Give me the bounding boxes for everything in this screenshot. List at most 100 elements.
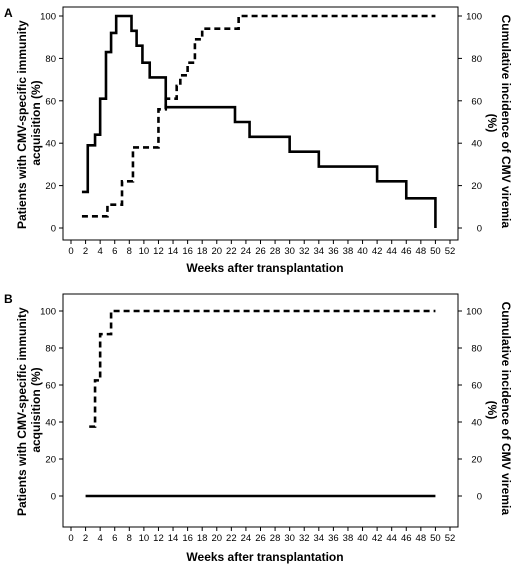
- x-tick-label: 40: [357, 533, 368, 544]
- x-tick-label: 26: [255, 246, 266, 257]
- panel-b-right-y-axis-label: Cumulative incidence of CMV viremia (%): [485, 302, 513, 519]
- x-tick-label: 36: [328, 533, 339, 544]
- panel-a-x-axis-label: Weeks after transplantation: [186, 261, 343, 275]
- x-tick-label: 40: [357, 246, 368, 257]
- left-y-tick-label: 0: [51, 224, 56, 235]
- x-tick-label: 50: [430, 533, 441, 544]
- cmv-viremia-incidence-series-line: [81, 14, 436, 218]
- x-tick-label: 42: [372, 246, 383, 257]
- left-y-tick-label: 100: [40, 307, 56, 318]
- x-tick-label: 12: [153, 246, 164, 257]
- x-tick-label: 52: [445, 246, 456, 257]
- x-tick-label: 48: [416, 246, 427, 257]
- x-tick-label: 16: [182, 246, 193, 257]
- x-tick-label: 18: [197, 246, 208, 257]
- x-tick-label: 30: [284, 533, 295, 544]
- x-tick-label: 20: [211, 533, 222, 544]
- panel-b-left-y-ticks: 0 20 40 60 80 100: [40, 307, 63, 503]
- x-tick-label: 0: [68, 246, 73, 257]
- x-tick-label: 30: [284, 246, 295, 257]
- x-tick-label: 38: [343, 246, 354, 257]
- x-tick-label: 6: [112, 533, 117, 544]
- x-tick-label: 0: [68, 533, 73, 544]
- x-tick-label: 2: [83, 246, 88, 257]
- x-tick-label: 22: [226, 246, 237, 257]
- x-tick-label: 4: [98, 246, 103, 257]
- x-tick-label: 16: [182, 533, 193, 544]
- panel-b-letter: B: [4, 292, 13, 306]
- panel-a-x-ticks: 0 2 4 6 8 10 12 14 16 18 20 22 24 26 28 30 32 34 36 38 40 42 4…: [68, 240, 455, 257]
- x-tick-label: 26: [255, 533, 266, 544]
- x-tick-label: 50: [430, 246, 441, 257]
- left-y-tick-label: 80: [45, 344, 56, 355]
- x-tick-label: 48: [416, 533, 427, 544]
- panel-b-plot-frame: [62, 293, 459, 528]
- panel-a-left-y-ticks: 0 20 40 60 80 100: [40, 12, 63, 235]
- x-tick-label: 32: [299, 246, 310, 257]
- x-tick-label: 20: [211, 246, 222, 257]
- right-y-tick-label: 40: [471, 418, 482, 429]
- x-tick-label: 18: [197, 533, 208, 544]
- right-y-tick-label: 0: [477, 492, 482, 503]
- x-tick-label: 34: [314, 533, 325, 544]
- panel-a-right-y-ticks: 0 20 40 60 80 100: [458, 12, 482, 235]
- x-tick-label: 10: [139, 246, 150, 257]
- right-y-tick-label: 80: [471, 54, 482, 65]
- x-tick-label: 44: [386, 533, 397, 544]
- right-y-tick-label: 100: [466, 12, 482, 23]
- immunity-acquisition-series-line: [81, 14, 437, 228]
- x-tick-label: 8: [127, 533, 132, 544]
- left-y-tick-label: 80: [45, 54, 56, 65]
- right-y-tick-label: 40: [471, 139, 482, 150]
- x-tick-label: 34: [314, 246, 325, 257]
- x-tick-label: 4: [98, 533, 103, 544]
- x-tick-label: 28: [270, 246, 281, 257]
- x-tick-label: 2: [83, 533, 88, 544]
- panel-a-right-y-axis-label: Cumulative incidence of CMV viremia (%): [485, 15, 513, 232]
- x-tick-label: 42: [372, 533, 383, 544]
- panel-a-series: [81, 14, 437, 228]
- x-tick-label: 10: [139, 533, 150, 544]
- x-tick-label: 14: [168, 246, 179, 257]
- x-tick-label: 28: [270, 533, 281, 544]
- left-y-tick-label: 20: [45, 181, 56, 192]
- panel-a-left-y-axis-label: Patients with CMV-specific immunity acqu…: [15, 17, 43, 229]
- x-tick-label: 6: [112, 246, 117, 257]
- panel-b-series: [85, 309, 436, 498]
- right-y-tick-label: 0: [477, 224, 482, 235]
- x-tick-label: 46: [401, 246, 412, 257]
- x-tick-label: 24: [241, 533, 252, 544]
- panel-b-x-ticks: 0 2 4 6 8 10 12 14 16 18 20 22 24 26 28 30 32 34 36 38 40 42 4…: [68, 527, 455, 544]
- right-y-tick-label: 60: [471, 96, 482, 107]
- left-y-tick-label: 20: [45, 455, 56, 466]
- left-y-tick-label: 40: [45, 139, 56, 150]
- x-tick-label: 52: [445, 533, 456, 544]
- panel-b: B 0 2 4 6 8 10 12 14 16 18 20 22 24 26 28 30 32 34 36 38 40 4…: [4, 292, 513, 564]
- right-y-tick-label: 60: [471, 381, 482, 392]
- x-tick-label: 8: [127, 246, 132, 257]
- panel-a-letter: A: [4, 6, 13, 20]
- right-y-tick-label: 80: [471, 344, 482, 355]
- left-y-tick-label: 60: [45, 96, 56, 107]
- left-y-tick-label: 100: [40, 12, 56, 23]
- x-tick-label: 32: [299, 533, 310, 544]
- x-tick-label: 12: [153, 533, 164, 544]
- x-tick-label: 38: [343, 533, 354, 544]
- x-tick-label: 46: [401, 533, 412, 544]
- x-tick-label: 44: [386, 246, 397, 257]
- panel-b-right-y-ticks: 0 20 40 60 80 100: [458, 307, 482, 503]
- panel-a: A 0 2 4 6 8 10 12 14 16 18 20 22 24 26 28 30 32 34 36 38 40 4…: [4, 6, 513, 275]
- left-y-tick-label: 0: [51, 492, 56, 503]
- panel-b-x-axis-label: Weeks after transplantation: [186, 550, 343, 564]
- x-tick-label: 36: [328, 246, 339, 257]
- x-tick-label: 14: [168, 533, 179, 544]
- left-y-tick-label: 60: [45, 381, 56, 392]
- right-y-tick-label: 20: [471, 181, 482, 192]
- x-tick-label: 22: [226, 533, 237, 544]
- panel-b-left-y-axis-label: Patients with CMV-specific immunity acqu…: [15, 304, 43, 516]
- x-tick-label: 24: [241, 246, 252, 257]
- left-y-tick-label: 40: [45, 418, 56, 429]
- cmv-viremia-incidence-series-line: [89, 309, 436, 428]
- right-y-tick-label: 20: [471, 455, 482, 466]
